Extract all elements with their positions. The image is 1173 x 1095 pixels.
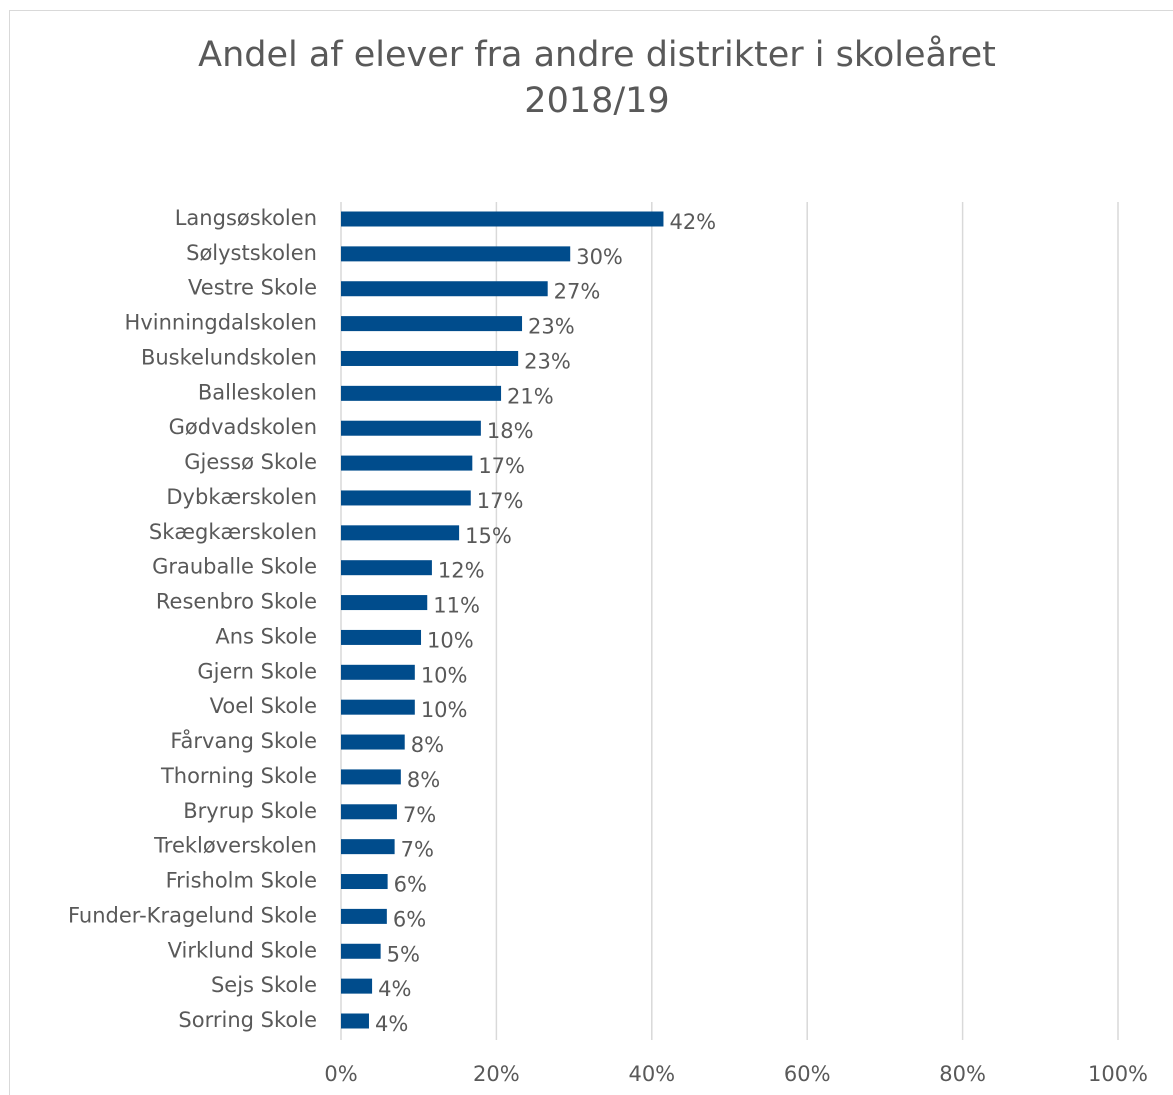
x-tick-label: 40% bbox=[628, 1062, 675, 1086]
bar bbox=[341, 839, 395, 855]
y-tick-label: Voel Skole bbox=[210, 694, 317, 718]
data-label: 6% bbox=[393, 907, 426, 931]
y-tick-label: Hvinningdalskolen bbox=[125, 311, 317, 335]
bar bbox=[341, 420, 481, 436]
data-label: 6% bbox=[394, 873, 427, 897]
x-tick-label: 80% bbox=[939, 1062, 986, 1086]
data-label: 30% bbox=[576, 245, 623, 269]
bar bbox=[341, 908, 387, 924]
data-label: 7% bbox=[403, 803, 436, 827]
data-label: 10% bbox=[421, 663, 468, 687]
y-tick-label: Virklund Skole bbox=[168, 938, 317, 962]
y-tick-label: Fårvang Skole bbox=[170, 728, 317, 753]
data-label: 8% bbox=[407, 768, 440, 792]
y-tick-label: Ans Skole bbox=[215, 624, 317, 648]
x-tick-label: 100% bbox=[1088, 1062, 1148, 1086]
y-tick-label: Frisholm Skole bbox=[166, 869, 317, 893]
y-tick-label: Funder-Kragelund Skole bbox=[68, 903, 317, 927]
bar bbox=[341, 664, 415, 680]
data-label: 17% bbox=[478, 454, 525, 478]
data-label: 12% bbox=[438, 559, 485, 583]
bar bbox=[341, 978, 373, 994]
data-label: 5% bbox=[387, 942, 420, 966]
bar bbox=[341, 943, 381, 959]
bar bbox=[341, 734, 405, 750]
y-tick-label: Sejs Skole bbox=[211, 973, 317, 997]
x-tick-label: 60% bbox=[784, 1062, 831, 1086]
data-label: 27% bbox=[554, 280, 601, 304]
bar bbox=[341, 699, 415, 715]
y-tick-label: Dybkærskolen bbox=[166, 485, 317, 509]
bar bbox=[341, 769, 401, 785]
y-tick-label: Langsøskolen bbox=[175, 206, 317, 230]
bar bbox=[341, 629, 422, 645]
y-tick-label: Grauballe Skole bbox=[152, 555, 317, 579]
bar bbox=[341, 490, 471, 506]
bar bbox=[341, 281, 548, 297]
y-tick-label: Gjessø Skole bbox=[184, 450, 317, 474]
data-label: 8% bbox=[411, 733, 444, 757]
y-tick-label: Sorring Skole bbox=[178, 1008, 317, 1032]
y-tick-label: Bryrup Skole bbox=[183, 799, 317, 823]
data-label: 4% bbox=[378, 977, 411, 1001]
data-label: 42% bbox=[669, 210, 716, 234]
y-tick-label: Trekløverskolen bbox=[153, 834, 317, 858]
bar bbox=[341, 595, 428, 611]
y-tick-label: Resenbro Skole bbox=[156, 590, 317, 614]
chart-title: Andel af elever fra andre distrikter i s… bbox=[198, 35, 996, 121]
chart-border bbox=[9, 10, 1173, 1095]
data-label: 10% bbox=[421, 698, 468, 722]
y-tick-label: Gødvadskolen bbox=[169, 415, 317, 439]
x-tick-label: 20% bbox=[473, 1062, 520, 1086]
x-tick-label: 0% bbox=[324, 1062, 357, 1086]
bar bbox=[341, 1013, 369, 1029]
data-label: 4% bbox=[375, 1012, 408, 1036]
data-label: 18% bbox=[487, 419, 534, 443]
bar bbox=[341, 211, 664, 227]
bar bbox=[341, 560, 432, 576]
bar bbox=[341, 385, 502, 401]
data-label: 11% bbox=[433, 594, 480, 618]
bar bbox=[341, 874, 388, 890]
data-label: 15% bbox=[465, 524, 512, 548]
y-tick-label: Skægkærskolen bbox=[149, 520, 317, 544]
data-label: 23% bbox=[524, 349, 571, 373]
data-label: 17% bbox=[477, 489, 524, 513]
bar bbox=[341, 455, 473, 471]
y-tick-label: Sølystskolen bbox=[186, 241, 317, 265]
y-tick-label: Balleskolen bbox=[198, 380, 317, 404]
bar bbox=[341, 350, 519, 366]
data-label: 7% bbox=[401, 838, 434, 862]
y-tick-label: Thorning Skole bbox=[160, 764, 317, 788]
data-label: 23% bbox=[528, 315, 575, 339]
bar bbox=[341, 525, 460, 541]
y-tick-label: Gjern Skole bbox=[197, 659, 317, 683]
data-label: 21% bbox=[507, 384, 554, 408]
y-tick-label: Vestre Skole bbox=[188, 276, 317, 300]
y-tick-label: Buskelundskolen bbox=[141, 345, 317, 369]
bar bbox=[341, 804, 397, 820]
data-label: 10% bbox=[427, 628, 474, 652]
bar bbox=[341, 316, 523, 332]
bar bbox=[341, 246, 571, 262]
